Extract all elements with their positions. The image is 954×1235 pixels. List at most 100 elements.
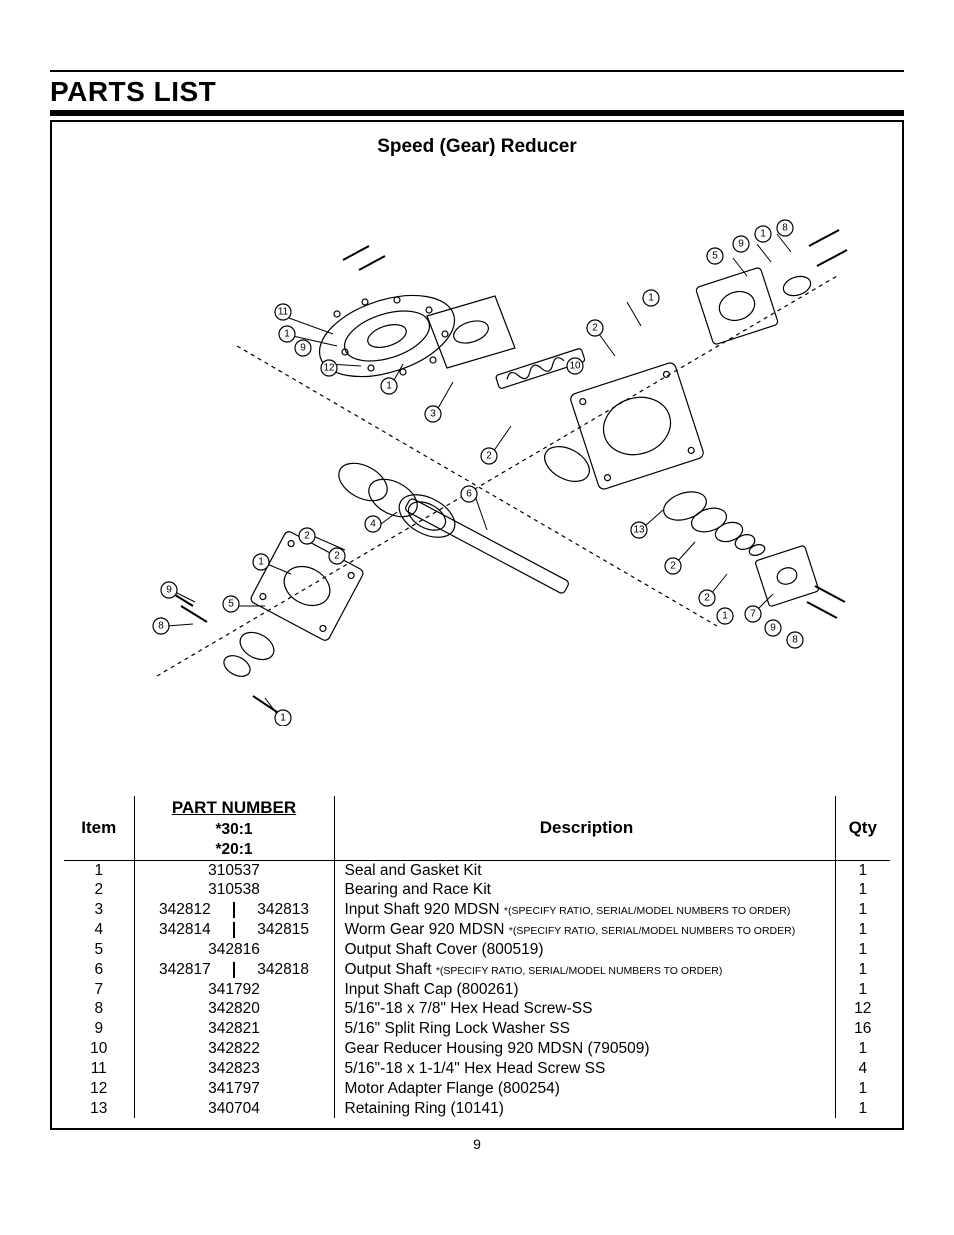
svg-text:2: 2 xyxy=(592,323,598,334)
cell-part-number: 342821 xyxy=(134,1019,334,1039)
cell-qty: 1 xyxy=(835,1039,890,1059)
svg-text:1: 1 xyxy=(648,293,654,304)
cell-description: Worm Gear 920 MDSN *(SPECIFY RATIO, SERI… xyxy=(334,920,835,940)
svg-text:5: 5 xyxy=(712,251,718,262)
table-row: 1310537Seal and Gasket Kit1 xyxy=(64,860,890,880)
cell-qty: 1 xyxy=(835,980,890,1000)
cell-qty: 12 xyxy=(835,999,890,1019)
svg-text:9: 9 xyxy=(166,585,172,596)
cell-description: Gear Reducer Housing 920 MDSN (790509) xyxy=(334,1039,835,1059)
svg-text:4: 4 xyxy=(370,519,376,530)
cell-part-number: 341792 xyxy=(134,980,334,1000)
cell-part-number: 342812342813 xyxy=(134,900,334,920)
cell-qty: 1 xyxy=(835,920,890,940)
svg-text:8: 8 xyxy=(792,635,798,646)
cell-qty: 1 xyxy=(835,940,890,960)
svg-text:1: 1 xyxy=(284,329,290,340)
page: PARTS LIST Speed (Gear) Reducer xyxy=(0,0,954,1182)
cell-item: 11 xyxy=(64,1059,134,1079)
svg-text:2: 2 xyxy=(670,561,676,572)
svg-text:2: 2 xyxy=(334,551,340,562)
cell-description: 5/16"-18 x 7/8" Hex Head Screw-SS xyxy=(334,999,835,1019)
cell-item: 2 xyxy=(64,880,134,900)
svg-text:2: 2 xyxy=(304,531,310,542)
cell-description: Bearing and Race Kit xyxy=(334,880,835,900)
cell-part-number: 342814342815 xyxy=(134,920,334,940)
section-title: PARTS LIST xyxy=(50,76,216,107)
svg-text:9: 9 xyxy=(300,343,306,354)
th-item: Item xyxy=(64,796,134,860)
ratio-30: *30:1 xyxy=(188,820,280,840)
cell-part-number: 342822 xyxy=(134,1039,334,1059)
cell-item: 8 xyxy=(64,999,134,1019)
cell-description: Input Shaft Cap (800261) xyxy=(334,980,835,1000)
cell-part-number: 342816 xyxy=(134,940,334,960)
svg-text:2: 2 xyxy=(704,593,710,604)
th-qty: Qty xyxy=(835,796,890,860)
cell-item: 12 xyxy=(64,1079,134,1099)
cell-item: 5 xyxy=(64,940,134,960)
svg-text:7: 7 xyxy=(750,609,756,620)
cell-qty: 1 xyxy=(835,900,890,920)
cell-qty: 1 xyxy=(835,1079,890,1099)
th-description: Description xyxy=(334,796,835,860)
svg-text:3: 3 xyxy=(430,409,436,420)
cell-description: 5/16" Split Ring Lock Washer SS xyxy=(334,1019,835,1039)
ratio-20: *20:1 xyxy=(188,840,280,860)
svg-text:13: 13 xyxy=(633,525,645,536)
svg-text:10: 10 xyxy=(569,361,581,372)
svg-text:1: 1 xyxy=(386,381,392,392)
cell-qty: 1 xyxy=(835,880,890,900)
svg-text:2: 2 xyxy=(486,451,492,462)
cell-qty: 1 xyxy=(835,960,890,980)
svg-text:8: 8 xyxy=(158,621,164,632)
cell-part-number: 342817342818 xyxy=(134,960,334,980)
cell-description: Motor Adapter Flange (800254) xyxy=(334,1079,835,1099)
exploded-diagram: 11 1 9 12 1 3 2 6 4 2 2 1 5 9 8 1 2 xyxy=(64,176,890,756)
cell-part-number: 310537 xyxy=(134,860,334,880)
svg-text:11: 11 xyxy=(278,307,289,318)
svg-text:1: 1 xyxy=(280,713,286,724)
cell-item: 3 xyxy=(64,900,134,920)
content-box: Speed (Gear) Reducer xyxy=(50,120,904,1130)
cell-item: 13 xyxy=(64,1099,134,1119)
th-part-number: PART NUMBER xyxy=(134,796,334,820)
table-row: 3342812342813Input Shaft 920 MDSN *(SPEC… xyxy=(64,900,890,920)
table-row: 12341797Motor Adapter Flange (800254)1 xyxy=(64,1079,890,1099)
cell-item: 1 xyxy=(64,860,134,880)
parts-table: Item PART NUMBER Description Qty *30:1 *… xyxy=(64,796,890,1118)
cell-part-number: 342820 xyxy=(134,999,334,1019)
sub-title: Speed (Gear) Reducer xyxy=(64,136,890,158)
table-row: 93428215/16" Split Ring Lock Washer SS16 xyxy=(64,1019,890,1039)
cell-description: Seal and Gasket Kit xyxy=(334,860,835,880)
cell-item: 9 xyxy=(64,1019,134,1039)
cell-item: 10 xyxy=(64,1039,134,1059)
diagram-svg: 11 1 9 12 1 3 2 6 4 2 2 1 5 9 8 1 2 xyxy=(97,206,857,726)
section-header: PARTS LIST xyxy=(50,70,904,116)
svg-text:6: 6 xyxy=(466,489,472,500)
cell-description: Input Shaft 920 MDSN *(SPECIFY RATIO, SE… xyxy=(334,900,835,920)
table-row: 4342814342815Worm Gear 920 MDSN *(SPECIF… xyxy=(64,920,890,940)
parts-table-body: 1310537Seal and Gasket Kit12310538Bearin… xyxy=(64,860,890,1118)
table-row: 5342816Output Shaft Cover (800519)1 xyxy=(64,940,890,960)
cell-item: 4 xyxy=(64,920,134,940)
cell-description: Retaining Ring (10141) xyxy=(334,1099,835,1119)
cell-item: 6 xyxy=(64,960,134,980)
table-row: 6342817342818Output Shaft *(SPECIFY RATI… xyxy=(64,960,890,980)
svg-text:1: 1 xyxy=(258,557,264,568)
cell-description: Output Shaft *(SPECIFY RATIO, SERIAL/MOD… xyxy=(334,960,835,980)
cell-part-number: 342823 xyxy=(134,1059,334,1079)
cell-qty: 16 xyxy=(835,1019,890,1039)
table-row: 83428205/16"-18 x 7/8" Hex Head Screw-SS… xyxy=(64,999,890,1019)
svg-text:9: 9 xyxy=(738,239,744,250)
table-row: 113428235/16"-18 x 1-1/4" Hex Head Screw… xyxy=(64,1059,890,1079)
page-number: 9 xyxy=(50,1136,904,1152)
cell-item: 7 xyxy=(64,980,134,1000)
cell-part-number: 310538 xyxy=(134,880,334,900)
svg-text:12: 12 xyxy=(323,363,335,374)
svg-text:8: 8 xyxy=(782,223,788,234)
cell-qty: 1 xyxy=(835,1099,890,1119)
cell-qty: 4 xyxy=(835,1059,890,1079)
svg-text:5: 5 xyxy=(228,599,234,610)
svg-text:1: 1 xyxy=(722,611,728,622)
